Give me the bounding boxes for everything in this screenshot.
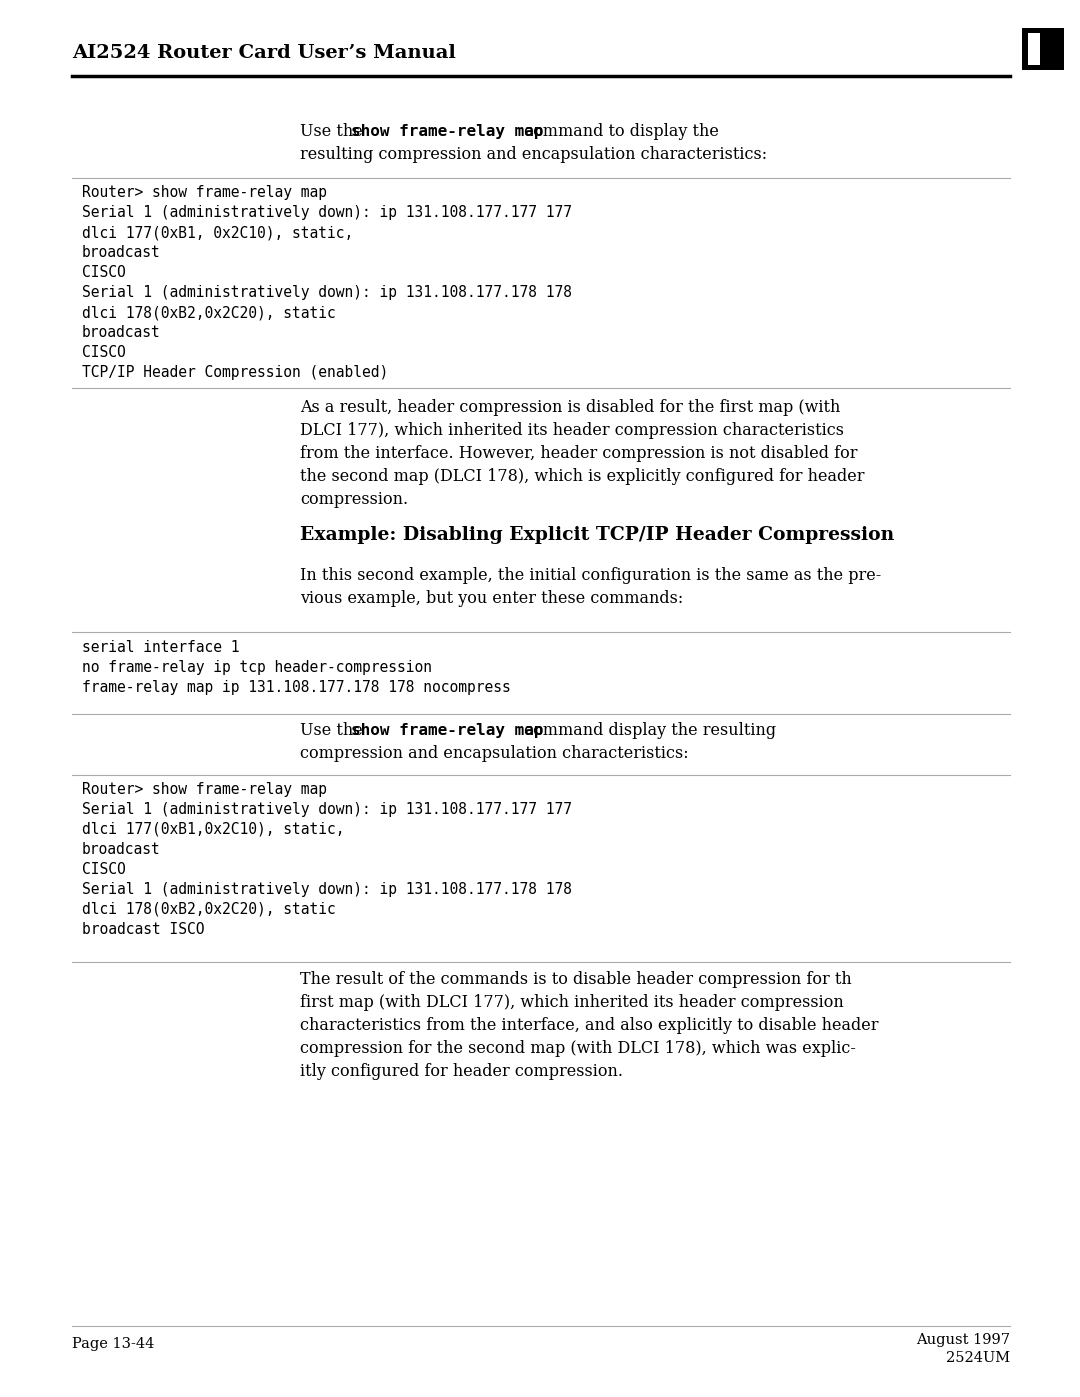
Text: first map (with DLCI 177), which inherited its header compression: first map (with DLCI 177), which inherit…: [300, 995, 843, 1011]
Text: command display the resulting: command display the resulting: [519, 722, 777, 739]
Text: CISCO: CISCO: [82, 862, 125, 877]
Text: August 1997: August 1997: [916, 1333, 1010, 1347]
Text: As a result, header compression is disabled for the first map (with: As a result, header compression is disab…: [300, 400, 840, 416]
Text: broadcast: broadcast: [82, 842, 161, 856]
Text: show frame-relay map: show frame-relay map: [351, 724, 543, 738]
Text: Page 13-44: Page 13-44: [72, 1337, 154, 1351]
Text: 2524UM: 2524UM: [946, 1351, 1010, 1365]
Text: DLCI 177), which inherited its header compression characteristics: DLCI 177), which inherited its header co…: [300, 422, 843, 439]
Text: show frame-relay map: show frame-relay map: [351, 124, 543, 138]
Bar: [1028, 34, 1040, 66]
Text: broadcast: broadcast: [82, 326, 161, 339]
Text: from the interface. However, header compression is not disabled for: from the interface. However, header comp…: [300, 446, 858, 462]
Bar: [1022, 28, 1064, 70]
Text: no frame-relay ip tcp header-compression: no frame-relay ip tcp header-compression: [82, 659, 432, 675]
Text: The result of the commands is to disable header compression for th: The result of the commands is to disable…: [300, 971, 852, 988]
Text: vious example, but you enter these commands:: vious example, but you enter these comma…: [300, 590, 684, 608]
Text: compression.: compression.: [300, 490, 408, 509]
Text: AI2524 Router Card User’s Manual: AI2524 Router Card User’s Manual: [72, 43, 456, 61]
Text: Router> show frame-relay map: Router> show frame-relay map: [82, 782, 327, 798]
Text: itly configured for header compression.: itly configured for header compression.: [300, 1063, 623, 1080]
Text: the second map (DLCI 178), which is explicitly configured for header: the second map (DLCI 178), which is expl…: [300, 468, 864, 485]
Text: broadcast ISCO: broadcast ISCO: [82, 922, 204, 937]
Text: Serial 1 (administratively down): ip 131.108.177.177 177: Serial 1 (administratively down): ip 131…: [82, 802, 572, 817]
Text: serial interface 1: serial interface 1: [82, 640, 240, 655]
Text: CISCO: CISCO: [82, 265, 125, 279]
Text: compression and encapsulation characteristics:: compression and encapsulation characteri…: [300, 745, 689, 761]
Text: Router> show frame-relay map: Router> show frame-relay map: [82, 184, 327, 200]
Text: CISCO: CISCO: [82, 345, 125, 360]
Text: frame-relay map ip 131.108.177.178 178 nocompress: frame-relay map ip 131.108.177.178 178 n…: [82, 680, 511, 694]
Text: command to display the: command to display the: [519, 123, 719, 140]
Text: characteristics from the interface, and also explicitly to disable header: characteristics from the interface, and …: [300, 1017, 878, 1034]
Text: compression for the second map (with DLCI 178), which was explic-: compression for the second map (with DLC…: [300, 1039, 855, 1058]
Text: In this second example, the initial configuration is the same as the pre-: In this second example, the initial conf…: [300, 567, 881, 584]
Text: Serial 1 (administratively down): ip 131.108.177.178 178: Serial 1 (administratively down): ip 131…: [82, 882, 572, 897]
Text: dlci 178(0xB2,0x2C20), static: dlci 178(0xB2,0x2C20), static: [82, 305, 336, 320]
Text: Use the: Use the: [300, 123, 368, 140]
Text: dlci 178(0xB2,0x2C20), static: dlci 178(0xB2,0x2C20), static: [82, 902, 336, 916]
Text: Use the: Use the: [300, 722, 368, 739]
Text: resulting compression and encapsulation characteristics:: resulting compression and encapsulation …: [300, 147, 767, 163]
Text: TCP/IP Header Compression (enabled): TCP/IP Header Compression (enabled): [82, 365, 388, 380]
Text: Example: Disabling Explicit TCP/IP Header Compression: Example: Disabling Explicit TCP/IP Heade…: [300, 527, 894, 543]
Text: Serial 1 (administratively down): ip 131.108.177.178 178: Serial 1 (administratively down): ip 131…: [82, 285, 572, 300]
Text: dlci 177(0xB1, 0x2C10), static,: dlci 177(0xB1, 0x2C10), static,: [82, 225, 353, 240]
Text: broadcast: broadcast: [82, 244, 161, 260]
Text: Serial 1 (administratively down): ip 131.108.177.177 177: Serial 1 (administratively down): ip 131…: [82, 205, 572, 219]
Text: dlci 177(0xB1,0x2C10), static,: dlci 177(0xB1,0x2C10), static,: [82, 821, 345, 837]
